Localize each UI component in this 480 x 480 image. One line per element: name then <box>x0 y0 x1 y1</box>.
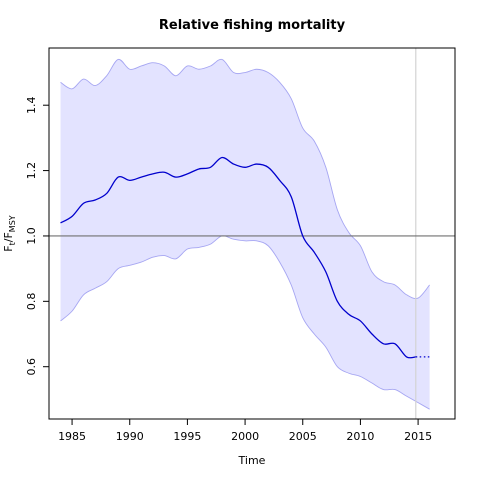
y-label-den: F <box>2 232 15 238</box>
plot-frame <box>48 47 456 420</box>
x-tick-label: 1990 <box>116 430 144 443</box>
y-tick-label: 0.6 <box>25 358 38 376</box>
x-tick-label: 2005 <box>289 430 317 443</box>
band-upper-edge <box>60 58 430 299</box>
chart-title: Relative fishing mortality <box>159 18 346 33</box>
estimate-line <box>60 156 416 359</box>
x-tick-label: 2000 <box>231 430 259 443</box>
x-axis: 1985 1990 1995 2000 2005 2010 2015 <box>58 419 432 443</box>
x-tick-label: 2015 <box>404 430 432 443</box>
plot-area <box>49 48 455 419</box>
x-tick-label: 2010 <box>346 430 374 443</box>
x-axis-label: Time <box>238 454 266 467</box>
y-tick-label: 1.0 <box>25 227 38 245</box>
x-tick-label: 1985 <box>58 430 86 443</box>
y-axis: 0.6 0.8 1.0 1.2 1.4 <box>25 96 49 375</box>
y-tick-label: 1.4 <box>25 96 38 114</box>
y-label-num-sub: t <box>8 242 17 245</box>
y-axis-label: Ft/FMSY <box>2 215 17 251</box>
y-label-sep: / <box>2 238 15 242</box>
plot-inner <box>49 48 455 419</box>
y-tick-label: 0.8 <box>25 293 38 311</box>
x-tick-label: 1995 <box>173 430 201 443</box>
y-label-den-sub: MSY <box>8 215 17 232</box>
confidence-band <box>60 59 430 410</box>
y-label-main: F <box>2 245 15 251</box>
y-tick-label: 1.2 <box>25 162 38 180</box>
band-lower-edge <box>60 235 430 410</box>
